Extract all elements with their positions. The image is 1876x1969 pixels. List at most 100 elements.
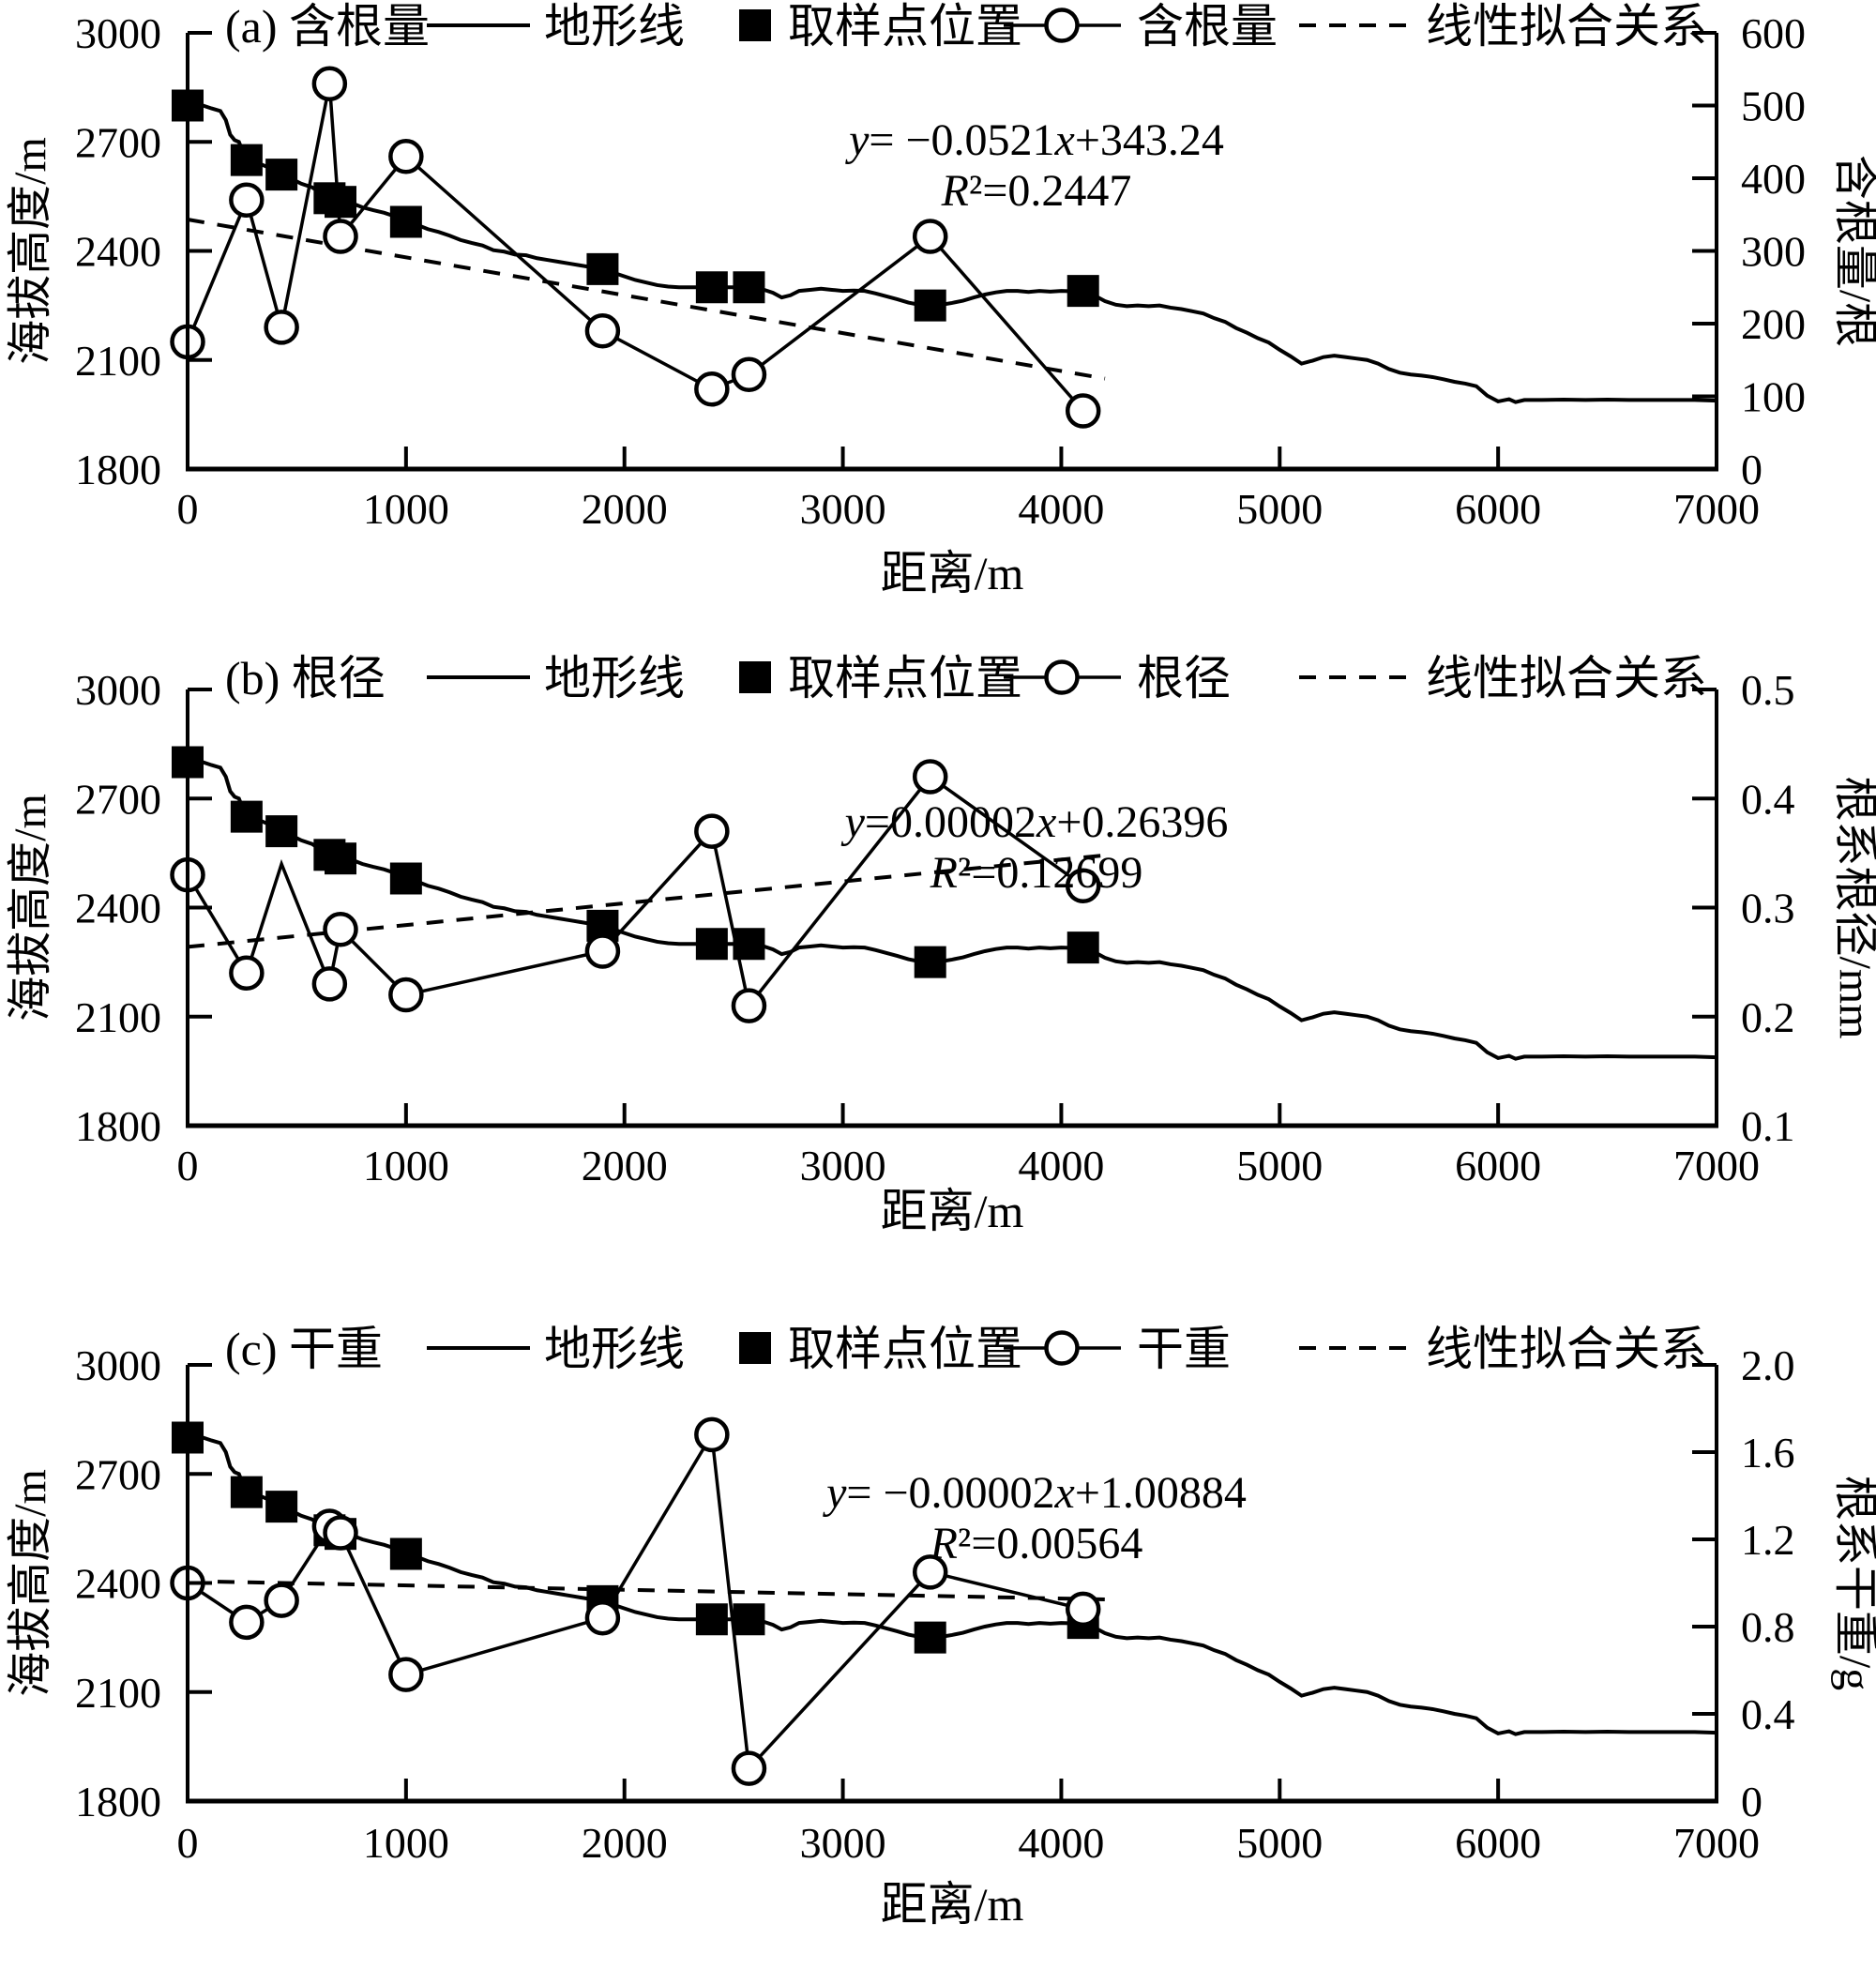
sample-point [389, 205, 422, 238]
x-tick-label: 3000 [800, 1142, 886, 1189]
series-point [229, 182, 265, 218]
fit-equation: y=0.00002x+0.26396 [840, 797, 1229, 847]
series-point [584, 1599, 621, 1636]
sample-point [325, 186, 356, 219]
left-tick-label: 1800 [75, 1102, 161, 1150]
left-tick-label: 3000 [75, 1341, 161, 1389]
right-tick-label: 0 [1741, 446, 1763, 493]
left-tick-label: 2400 [75, 885, 161, 932]
right-tick-label: 100 [1741, 373, 1806, 421]
x-tick-label: 6000 [1455, 485, 1541, 533]
sample-point [914, 946, 946, 978]
panel-b-chart: 3000 2700 2400 2100 1800 0 1000 2000 3000 4000 500… [6, 652, 1876, 1237]
left-tick-label: 2700 [75, 775, 161, 823]
right-tick-label: 1.2 [1741, 1516, 1795, 1564]
right-axis-title: 根系根径/mm [1830, 776, 1876, 1038]
legend-terrain-label: 地形线 [544, 652, 685, 704]
x-tick-label: 3000 [800, 1819, 886, 1867]
series-point [311, 66, 348, 101]
legend-series-label: 干重 [1137, 1323, 1231, 1375]
terrain-line [188, 103, 1717, 404]
fit-r-squared: R²=0.00564 [930, 1519, 1143, 1568]
left-axis-title: 海拔高度/m [6, 794, 55, 1022]
x-tick-label: 5000 [1236, 1819, 1323, 1867]
fit-r-squared: R²=0.2447 [941, 166, 1132, 216]
legend-samples-label: 取样点位置 [788, 1323, 1022, 1375]
right-tick-label: 0 [1741, 1778, 1763, 1825]
x-tick-label: 0 [177, 485, 199, 533]
x-tick-label: 1000 [363, 1142, 449, 1189]
series-point [229, 955, 265, 991]
fit-equation: y= −0.00002x+1.00884 [822, 1468, 1247, 1518]
series-point [912, 1554, 948, 1590]
sample-squares [172, 746, 1099, 978]
series-point [1065, 1591, 1101, 1628]
right-tick-label: 400 [1741, 155, 1806, 203]
series-point [584, 933, 621, 969]
series-point [584, 313, 621, 349]
fit-r-squared: R²=0.12699 [930, 848, 1143, 898]
x-axis-title: 距离/m [881, 1878, 1024, 1931]
series-point [311, 966, 348, 1002]
series-point [731, 1750, 767, 1786]
series-point [323, 912, 358, 947]
x-tick-label: 0 [177, 1142, 199, 1189]
x-tick-label: 7000 [1673, 1819, 1760, 1867]
x-tick-label: 5000 [1236, 1142, 1323, 1189]
series-point [1065, 868, 1101, 903]
left-tick-label: 3000 [75, 9, 161, 57]
x-tick-label: 2000 [582, 1819, 668, 1867]
left-axis-title: 海拔高度/m [6, 1469, 55, 1697]
panel-title: (c) 干重 [225, 1323, 383, 1375]
sample-point [230, 800, 263, 833]
sample-point [389, 862, 422, 895]
series-point [912, 759, 948, 795]
right-tick-label: 0.3 [1741, 885, 1795, 932]
right-tick-label: 0.2 [1741, 993, 1795, 1041]
terrain-line [188, 760, 1717, 1061]
x-axis-title: 距离/m [881, 1185, 1024, 1237]
x-tick-label: 6000 [1455, 1819, 1541, 1867]
panel-c: 3000 2700 2400 2100 1800 0 1000 2000 3000 4000 500… [0, 1262, 1876, 1969]
x-tick-label: 5000 [1236, 485, 1323, 533]
right-tick-label: 600 [1741, 9, 1806, 57]
legend-samples-label: 取样点位置 [788, 0, 1022, 53]
legend: (a) 含根量 地形线 取样点位置 含根量 线性拟合关系 [225, 0, 1707, 53]
left-tick-label: 2100 [75, 337, 161, 385]
series-point [264, 1583, 299, 1618]
x-tick-label: 1000 [363, 485, 449, 533]
series-point [694, 371, 730, 407]
sample-point [230, 144, 263, 176]
left-tick-label: 1800 [75, 1778, 161, 1825]
legend-terrain-label: 地形线 [544, 0, 685, 53]
sample-point [230, 1476, 263, 1508]
right-tick-label: 2.0 [1741, 1341, 1795, 1389]
x-tick-label: 3000 [800, 485, 886, 533]
series-point [323, 1515, 358, 1551]
legend-series-label: 根径 [1137, 652, 1231, 704]
fit-line [187, 1579, 1106, 1601]
panel-title: (a) 含根量 [225, 0, 430, 53]
right-axis-title: 含根量/根 [1830, 155, 1876, 347]
left-tick-label: 2400 [75, 228, 161, 276]
sample-point [389, 1537, 422, 1570]
legend: (c) 干重 地形线 取样点位置 干重 线性拟合关系 [225, 1323, 1707, 1375]
right-tick-label: 200 [1741, 300, 1806, 348]
series-point [1065, 393, 1101, 429]
legend-series-label: 含根量 [1137, 0, 1278, 53]
series-point [229, 1604, 265, 1641]
left-tick-label: 1800 [75, 446, 161, 493]
sample-point [695, 928, 728, 961]
right-axis-title: 根系干重/g [1830, 1476, 1876, 1690]
right-tick-label: 0.8 [1741, 1603, 1795, 1651]
fit-equation: y= −0.0521x+343.24 [844, 115, 1224, 165]
series-point [731, 988, 767, 1023]
sample-point [586, 252, 619, 285]
x-tick-label: 2000 [582, 1142, 668, 1189]
x-tick-label: 4000 [1018, 485, 1104, 533]
legend-samples-marker [739, 661, 771, 693]
x-tick-label: 0 [177, 1819, 199, 1867]
x-tick-label: 6000 [1455, 1142, 1541, 1189]
sample-point [265, 815, 298, 848]
